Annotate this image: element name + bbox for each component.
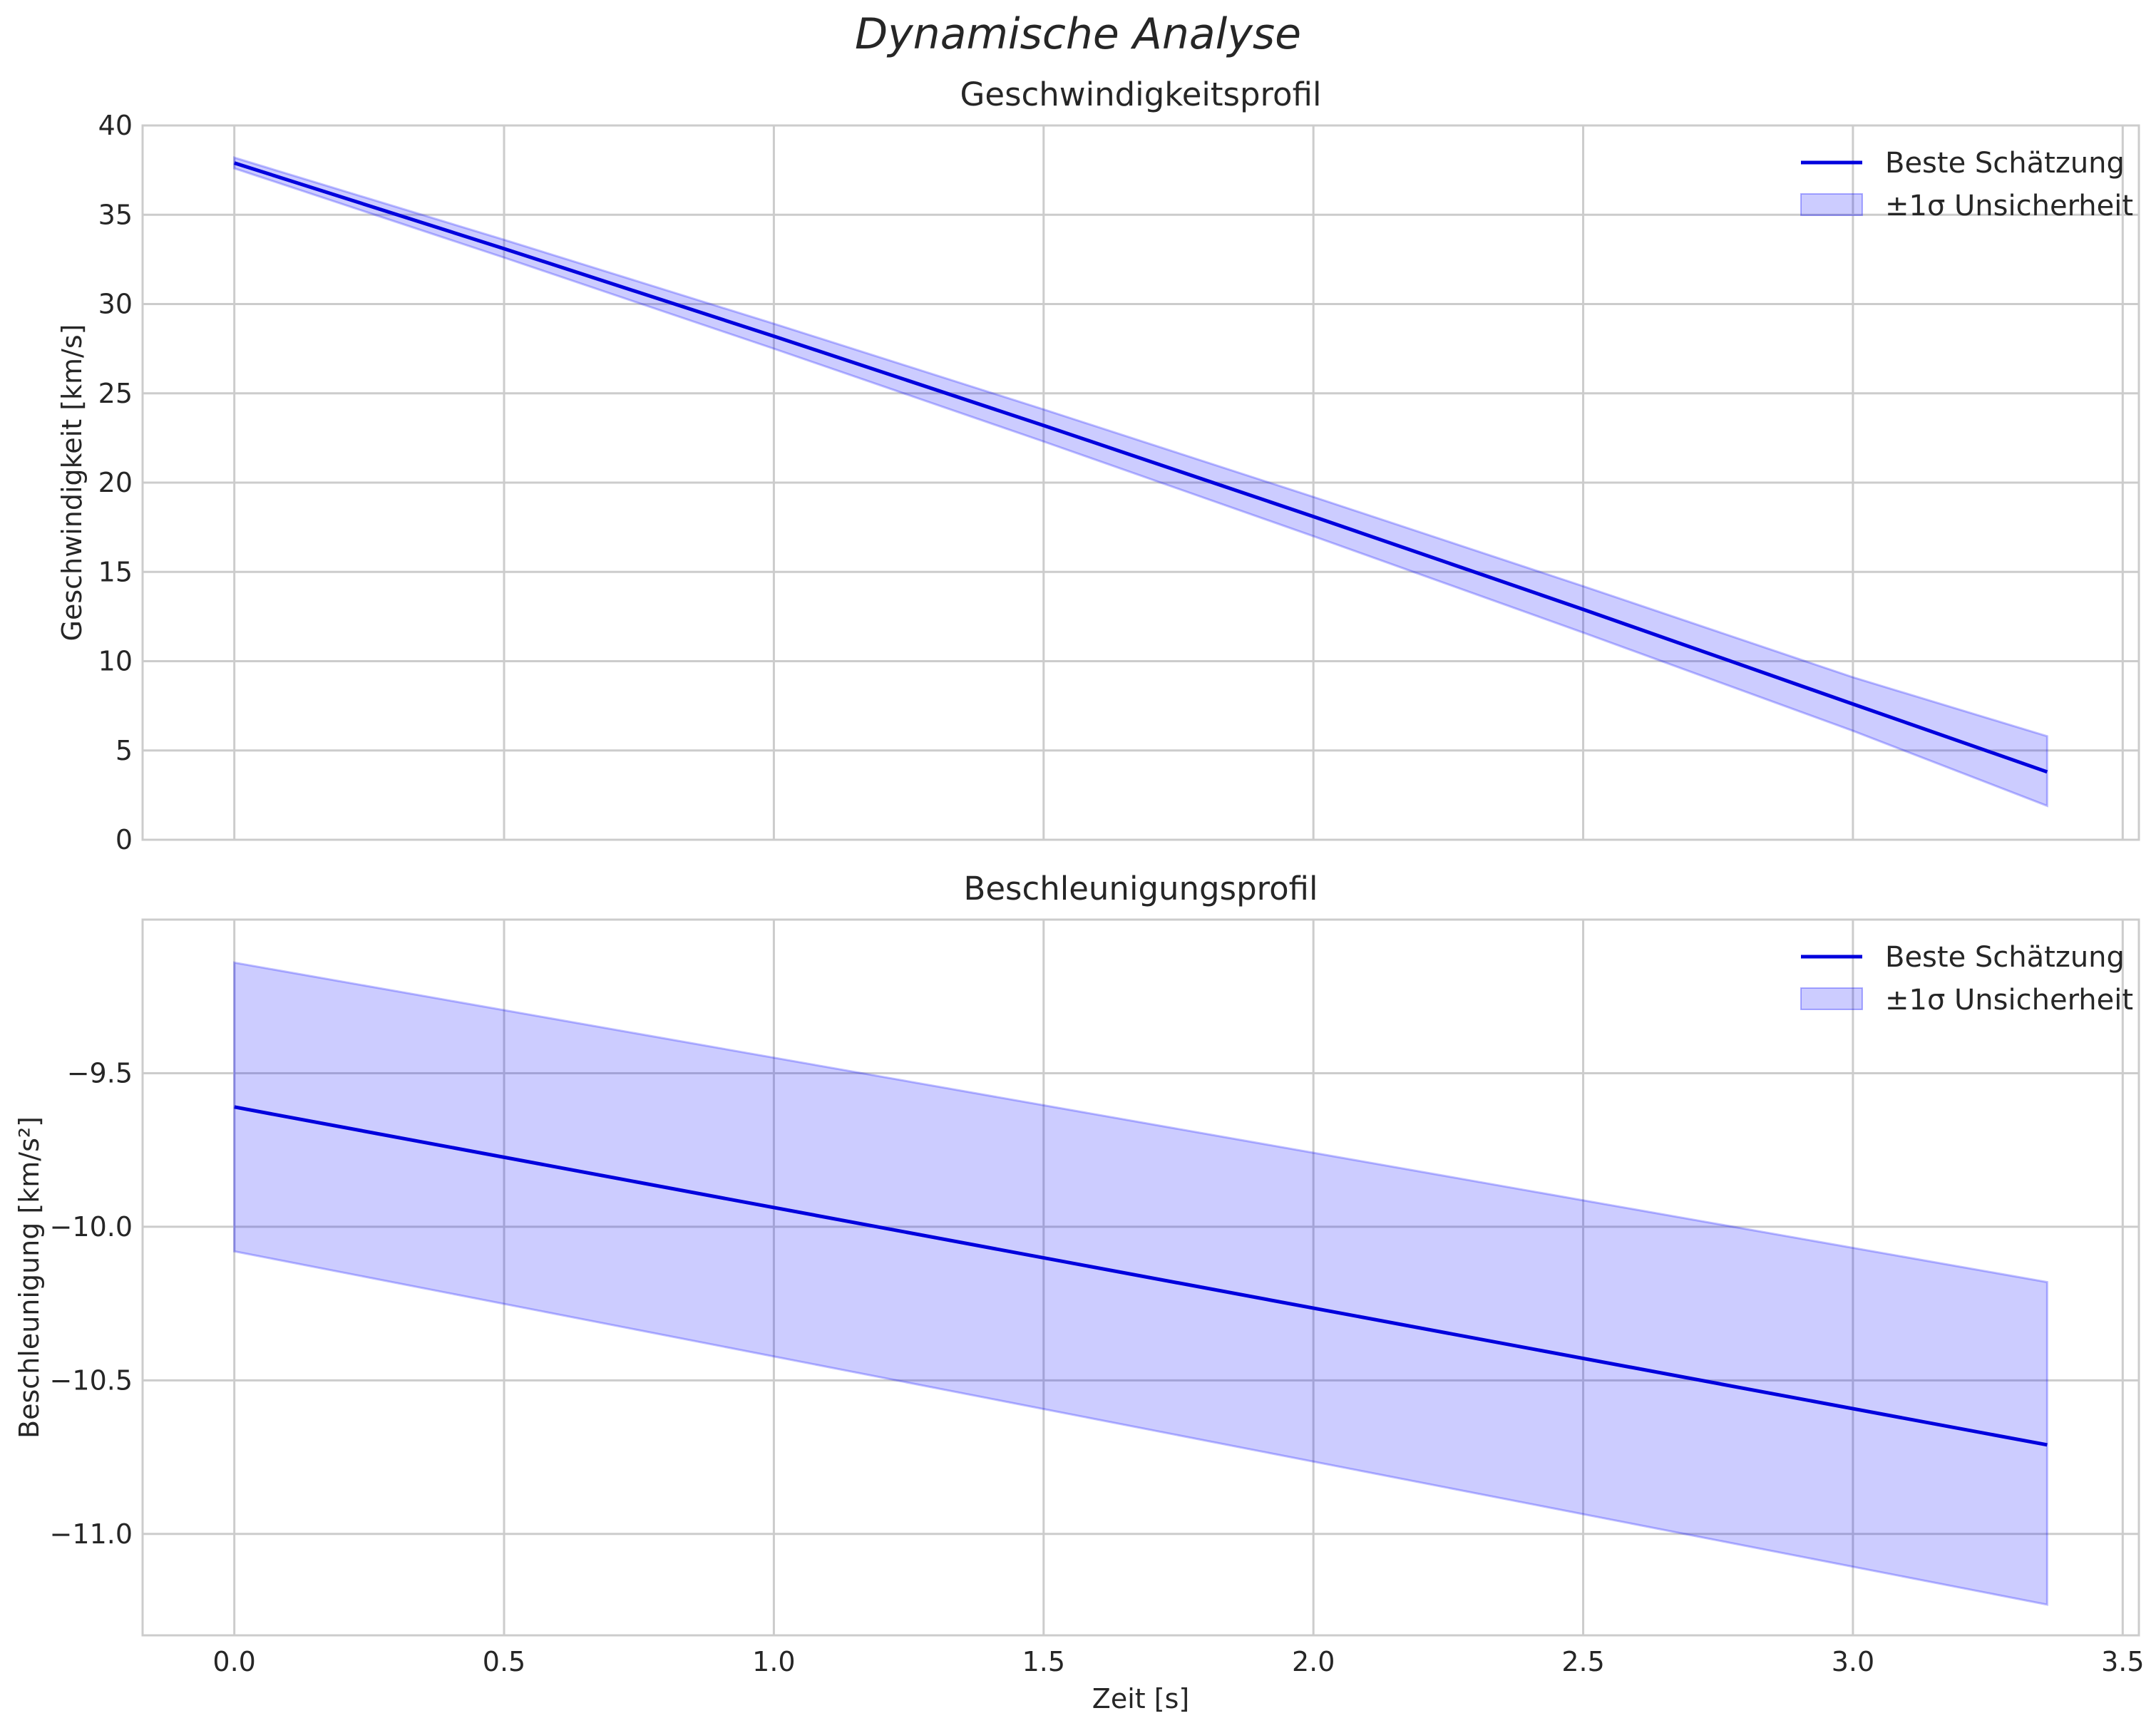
x-tick-label: 2.0: [1292, 1646, 1335, 1677]
velocity-chart: 0 5 10 15 20 25 30 35 40 Geschwindigkeitsprofil Ge…: [56, 76, 2140, 855]
shared-x-axis-label: Zeit [s]: [1092, 1683, 1189, 1714]
x-tick-label: 0.5: [483, 1646, 525, 1677]
y-tick-label: 10: [98, 646, 133, 677]
y-tick-label: 20: [98, 467, 133, 498]
legend-band-swatch: [1800, 987, 1863, 1010]
x-tick-label: 1.5: [1022, 1646, 1065, 1677]
y-tick-label: 35: [98, 199, 133, 230]
uncertainty-band: [233, 961, 2048, 1606]
y-tick-label: −10.5: [50, 1364, 133, 1396]
axes-frame: [141, 918, 2140, 1637]
legend-line-label: Beste Schätzung: [1885, 147, 2125, 180]
chart-title: Beschleunigungsprofil: [963, 870, 1318, 907]
y-tick-label: −10.0: [50, 1211, 133, 1243]
legend-band-label: ±1σ Unsicherheit: [1885, 984, 2133, 1017]
legend-line-label: Beste Schätzung: [1885, 941, 2125, 974]
y-tick-label: 0: [115, 824, 133, 855]
y-tick-label: 30: [98, 289, 133, 320]
chart-title: Geschwindigkeitsprofil: [960, 76, 1322, 113]
x-tick-label: 3.5: [2101, 1646, 2144, 1677]
y-tick-label: 15: [98, 556, 133, 587]
best-estimate-line: [234, 1105, 2048, 1447]
y-tick-label: 25: [98, 378, 133, 409]
y-tick-label: 40: [98, 110, 133, 141]
legend-band-label: ±1σ Unsicherheit: [1885, 190, 2133, 222]
acceleration-chart: −9.5 −10.0 −10.5 −11.0 0.0 0.5 1.0 1.5 2.0 2.5 3.0…: [14, 870, 2145, 1677]
x-tick-label: 1.0: [752, 1646, 795, 1677]
y-axis-label: Geschwindigkeit [km/s]: [56, 324, 88, 642]
figure-suptitle: Dynamische Analyse: [855, 9, 1301, 59]
x-tick-label: 3.0: [1832, 1646, 1874, 1677]
axes-frame: [141, 124, 2140, 841]
x-tick-label: 2.5: [1561, 1646, 1604, 1677]
legend-band-swatch: [1800, 193, 1863, 216]
y-axis-label: Beschleunigung [km/s²]: [14, 1116, 45, 1439]
best-estimate-line: [233, 161, 2048, 774]
y-tick-label: 5: [115, 735, 133, 766]
x-tick-label: 0.0: [212, 1646, 255, 1677]
y-tick-label: −11.0: [50, 1518, 133, 1550]
y-tick-label: −9.5: [67, 1057, 133, 1089]
